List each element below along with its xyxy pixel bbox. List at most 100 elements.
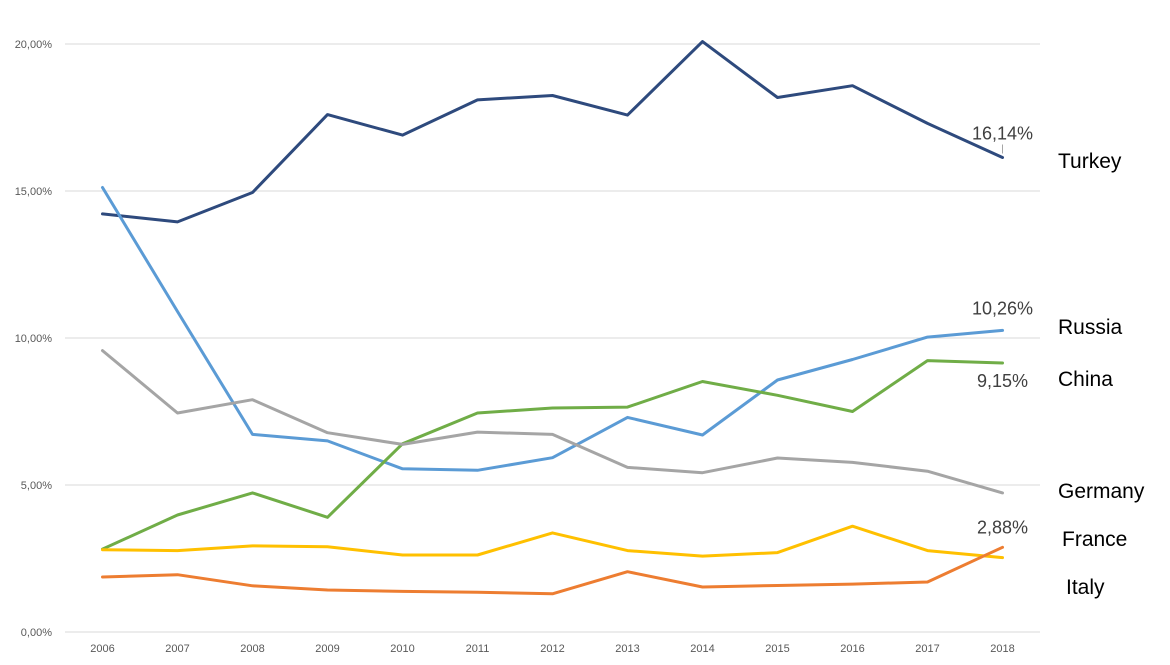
point-turkey-2013 — [626, 114, 629, 117]
point-france-2006 — [101, 548, 104, 551]
series-label-turkey: Turkey — [1058, 150, 1122, 173]
series-labels: Turkey Russia China Germany France Italy — [1058, 150, 1145, 599]
point-russia-2014 — [701, 434, 704, 437]
x-tick-label: 2011 — [466, 643, 490, 655]
data-labels: 16,14% 10,26% 9,15% 2,88% — [972, 123, 1033, 537]
point-germany-2008 — [251, 398, 254, 401]
data-label-china: 9,15% — [977, 371, 1028, 391]
point-france-2017 — [926, 549, 929, 552]
point-russia-2012 — [551, 456, 554, 459]
series-line-turkey — [101, 40, 1004, 224]
point-germany-2013 — [626, 466, 629, 469]
y-tick-label: 20,00% — [15, 39, 53, 51]
point-germany-2016 — [851, 461, 854, 464]
point-italy-2012 — [551, 592, 554, 595]
point-russia-2011 — [476, 469, 479, 472]
y-tick-label: 5,00% — [21, 480, 52, 492]
point-turkey-2016 — [851, 84, 854, 87]
y-tick-label: 0,00% — [21, 627, 52, 639]
point-italy-2011 — [476, 591, 479, 594]
point-china-2014 — [701, 380, 704, 383]
series-label-france: France — [1062, 528, 1127, 551]
x-tick-label: 2012 — [540, 643, 564, 655]
point-turkey-2008 — [251, 191, 254, 194]
x-tick-label: 2017 — [915, 643, 939, 655]
point-turkey-2012 — [551, 94, 554, 97]
point-france-2008 — [251, 544, 254, 547]
data-label-italy: 2,88% — [977, 517, 1028, 537]
point-china-2012 — [551, 406, 554, 409]
point-china-2008 — [251, 491, 254, 494]
x-tick-label: 2008 — [240, 643, 264, 655]
x-tick-label: 2016 — [840, 643, 864, 655]
point-france-2014 — [701, 555, 704, 558]
point-germany-2014 — [701, 471, 704, 474]
y-tick-label: 10,00% — [15, 333, 53, 345]
point-france-2018 — [1001, 556, 1004, 559]
y-axis-ticks: 0,00% 5,00% 10,00% 15,00% 20,00% — [15, 39, 53, 639]
point-germany-2006 — [101, 349, 104, 352]
point-italy-2014 — [701, 586, 704, 589]
point-france-2009 — [326, 545, 329, 548]
point-russia-2009 — [326, 439, 329, 442]
data-label-russia: 10,26% — [972, 298, 1033, 318]
y-tick-label: 15,00% — [15, 186, 53, 198]
x-tick-label: 2015 — [765, 643, 789, 655]
series-label-italy: Italy — [1066, 576, 1105, 599]
point-china-2017 — [926, 359, 929, 362]
point-italy-2018 — [1001, 546, 1004, 549]
series-lines — [101, 40, 1004, 596]
point-china-2016 — [851, 410, 854, 413]
point-china-2015 — [776, 394, 779, 397]
point-italy-2017 — [926, 581, 929, 584]
x-tick-label: 2010 — [390, 643, 414, 655]
x-tick-label: 2007 — [165, 643, 189, 655]
point-turkey-2006 — [101, 212, 104, 215]
point-turkey-2011 — [476, 98, 479, 101]
point-russia-2018 — [1001, 329, 1004, 332]
series-line-france — [101, 524, 1004, 560]
series-line-germany — [101, 349, 1004, 495]
point-italy-2013 — [626, 570, 629, 573]
point-russia-2013 — [626, 416, 629, 419]
point-germany-2007 — [176, 411, 179, 414]
point-france-2010 — [401, 553, 404, 556]
point-turkey-2010 — [401, 134, 404, 137]
point-germany-2018 — [1001, 491, 1004, 494]
point-turkey-2014 — [701, 40, 704, 43]
series-line-russia — [101, 186, 1004, 472]
x-tick-label: 2006 — [90, 643, 114, 655]
x-tick-label: 2009 — [315, 643, 339, 655]
point-france-2015 — [776, 551, 779, 554]
point-france-2011 — [476, 553, 479, 556]
point-russia-2008 — [251, 433, 254, 436]
x-tick-label: 2014 — [690, 643, 714, 655]
point-russia-2017 — [926, 336, 929, 339]
series-line-italy — [101, 545, 1004, 596]
series-label-china: China — [1058, 368, 1113, 391]
point-italy-2016 — [851, 583, 854, 586]
point-china-2007 — [176, 513, 179, 516]
point-russia-2006 — [101, 186, 104, 189]
gridlines — [65, 43, 1040, 633]
x-tick-label: 2013 — [615, 643, 639, 655]
point-turkey-2017 — [926, 122, 929, 125]
series-label-russia: Russia — [1058, 316, 1123, 339]
point-italy-2008 — [251, 584, 254, 587]
point-italy-2015 — [776, 584, 779, 587]
point-china-2009 — [326, 516, 329, 519]
series-line-china — [101, 359, 1004, 551]
data-label-turkey: 16,14% — [972, 123, 1033, 143]
point-china-2018 — [1001, 361, 1004, 364]
point-turkey-2009 — [326, 113, 329, 116]
point-russia-2016 — [851, 358, 854, 361]
point-turkey-2018 — [1001, 156, 1004, 159]
point-italy-2009 — [326, 588, 329, 591]
series-label-germany: Germany — [1058, 480, 1145, 503]
point-italy-2007 — [176, 573, 179, 576]
point-germany-2011 — [476, 431, 479, 434]
point-germany-2009 — [326, 431, 329, 434]
point-russia-2010 — [401, 467, 404, 470]
point-turkey-2007 — [176, 220, 179, 223]
x-axis-ticks: 2006 2007 2008 2009 2010 2011 2012 2013 2014 2015… — [90, 643, 1014, 655]
